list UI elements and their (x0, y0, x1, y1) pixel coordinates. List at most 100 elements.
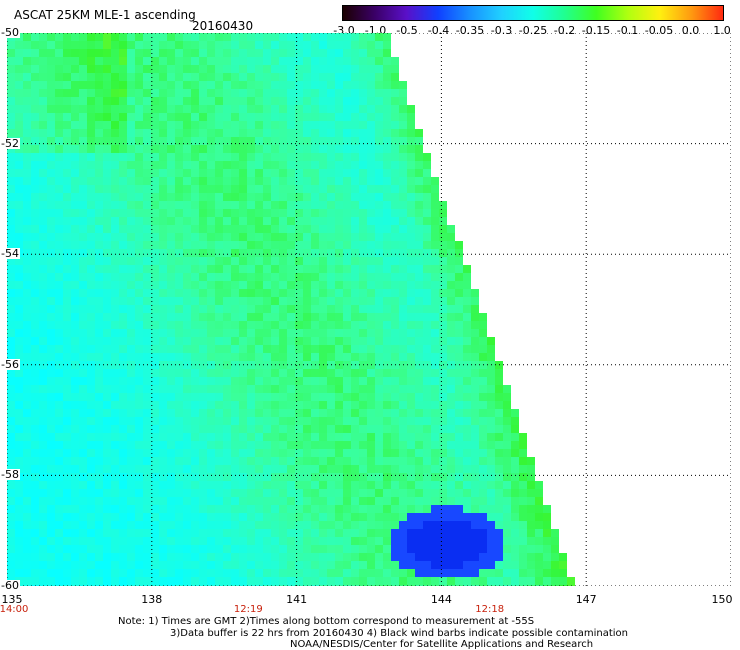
swath-pixel (23, 545, 31, 553)
swath-pixel (343, 561, 351, 569)
swath-pixel (55, 369, 63, 377)
swath-pixel (191, 577, 199, 585)
swath-pixel (287, 313, 295, 321)
swath-pixel (23, 409, 31, 417)
swath-pixel (55, 401, 63, 409)
swath-pixel (191, 457, 199, 465)
swath-pixel (271, 41, 279, 49)
swath-pixel (343, 57, 351, 65)
swath-pixel (511, 577, 519, 585)
swath-pixel (351, 417, 359, 425)
swath-pixel (63, 217, 71, 225)
swath-pixel (239, 201, 247, 209)
swath-pixel (359, 449, 367, 457)
swath-pixel (159, 401, 167, 409)
swath-pixel (503, 521, 511, 529)
swath-pixel (391, 265, 399, 273)
swath-pixel (295, 257, 303, 265)
swath-pixel (375, 569, 383, 577)
swath-pixel (7, 385, 15, 393)
swath-pixel (351, 545, 359, 553)
swath-pixel (71, 345, 79, 353)
swath-pixel (287, 105, 295, 113)
swath-pixel (431, 545, 439, 553)
swath-pixel (335, 537, 343, 545)
swath-pixel (223, 201, 231, 209)
swath-pixel (143, 121, 151, 129)
swath-pixel (287, 297, 295, 305)
swath-pixel (423, 473, 431, 481)
swath-pixel (183, 401, 191, 409)
swath-pixel (303, 265, 311, 273)
swath-pixel (23, 73, 31, 81)
swath-pixel (407, 529, 415, 537)
swath-pixel (503, 457, 511, 465)
swath-pixel (207, 41, 215, 49)
swath-pixel (399, 569, 407, 577)
swath-pixel (383, 529, 391, 537)
swath-pixel (319, 409, 327, 417)
swath-pixel (463, 369, 471, 377)
swath-pixel (327, 81, 335, 89)
swath-pixel (559, 553, 567, 561)
swath-pixel (351, 481, 359, 489)
swath-pixel (359, 57, 367, 65)
swath-pixel (143, 553, 151, 561)
swath-pixel (527, 513, 535, 521)
swath-pixel (87, 521, 95, 529)
swath-pixel (151, 105, 159, 113)
swath-pixel (31, 481, 39, 489)
swath-pixel (551, 545, 559, 553)
swath-pixel (71, 529, 79, 537)
swath-pixel (191, 401, 199, 409)
swath-pixel (143, 473, 151, 481)
swath-pixel (263, 129, 271, 137)
swath-pixel (375, 553, 383, 561)
swath-pixel (71, 497, 79, 505)
swath-pixel (63, 113, 71, 121)
swath-pixel (263, 209, 271, 217)
swath-pixel (295, 481, 303, 489)
swath-pixel (135, 33, 143, 41)
swath-pixel (311, 105, 319, 113)
swath-pixel (391, 353, 399, 361)
swath-pixel (407, 273, 415, 281)
swath-pixel (415, 273, 423, 281)
swath-pixel (447, 289, 455, 297)
swath-pixel (455, 577, 463, 585)
swath-pixel (127, 313, 135, 321)
swath-pixel (319, 121, 327, 129)
swath-pixel (343, 33, 351, 41)
swath-pixel (23, 233, 31, 241)
swath-pixel (271, 393, 279, 401)
swath-pixel (359, 233, 367, 241)
swath-pixel (359, 177, 367, 185)
swath-pixel (55, 49, 63, 57)
swath-pixel (79, 345, 87, 353)
swath-pixel (351, 561, 359, 569)
swath-pixel (55, 529, 63, 537)
swath-pixel (127, 569, 135, 577)
swath-pixel (455, 281, 463, 289)
swath-pixel (327, 481, 335, 489)
swath-pixel (359, 185, 367, 193)
swath-pixel (215, 257, 223, 265)
swath-pixel (295, 89, 303, 97)
swath-pixel (367, 89, 375, 97)
swath-pixel (303, 537, 311, 545)
swath-pixel (167, 561, 175, 569)
swath-pixel (95, 129, 103, 137)
swath-pixel (95, 321, 103, 329)
swath-pixel (255, 105, 263, 113)
swath-pixel (127, 449, 135, 457)
swath-pixel (71, 161, 79, 169)
swath-pixel (471, 457, 479, 465)
swath-pixel (175, 329, 183, 337)
swath-pixel (127, 377, 135, 385)
swath-pixel (503, 577, 511, 585)
swath-pixel (263, 49, 271, 57)
swath-pixel (399, 369, 407, 377)
swath-pixel (103, 105, 111, 113)
swath-pixel (359, 153, 367, 161)
swath-pixel (39, 33, 47, 41)
